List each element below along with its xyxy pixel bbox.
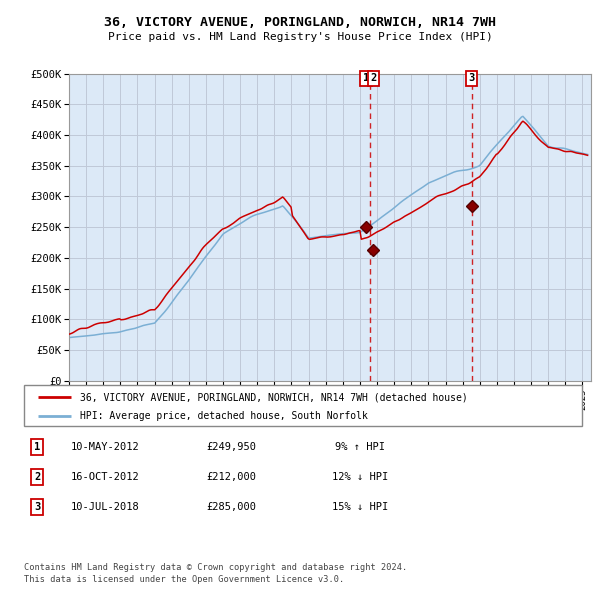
Text: 2: 2	[34, 472, 40, 481]
Text: 9% ↑ HPI: 9% ↑ HPI	[335, 442, 385, 451]
Text: 16-OCT-2012: 16-OCT-2012	[71, 472, 139, 481]
Text: 36, VICTORY AVENUE, PORINGLAND, NORWICH, NR14 7WH: 36, VICTORY AVENUE, PORINGLAND, NORWICH,…	[104, 16, 496, 29]
Text: £212,000: £212,000	[206, 472, 256, 481]
Text: HPI: Average price, detached house, South Norfolk: HPI: Average price, detached house, Sout…	[80, 411, 368, 421]
Text: 10-JUL-2018: 10-JUL-2018	[71, 502, 139, 512]
Text: 36, VICTORY AVENUE, PORINGLAND, NORWICH, NR14 7WH (detached house): 36, VICTORY AVENUE, PORINGLAND, NORWICH,…	[80, 392, 467, 402]
Text: 3: 3	[34, 502, 40, 512]
Text: 2: 2	[370, 74, 377, 83]
Text: 12% ↓ HPI: 12% ↓ HPI	[332, 472, 388, 481]
Text: 10-MAY-2012: 10-MAY-2012	[71, 442, 139, 451]
Text: Contains HM Land Registry data © Crown copyright and database right 2024.
This d: Contains HM Land Registry data © Crown c…	[24, 563, 407, 584]
Text: 3: 3	[469, 74, 475, 83]
Text: 15% ↓ HPI: 15% ↓ HPI	[332, 502, 388, 512]
FancyBboxPatch shape	[24, 385, 582, 426]
Text: 1: 1	[34, 442, 40, 451]
Text: £285,000: £285,000	[206, 502, 256, 512]
Text: £249,950: £249,950	[206, 442, 256, 451]
Text: 1: 1	[363, 74, 369, 83]
Text: Price paid vs. HM Land Registry's House Price Index (HPI): Price paid vs. HM Land Registry's House …	[107, 32, 493, 41]
